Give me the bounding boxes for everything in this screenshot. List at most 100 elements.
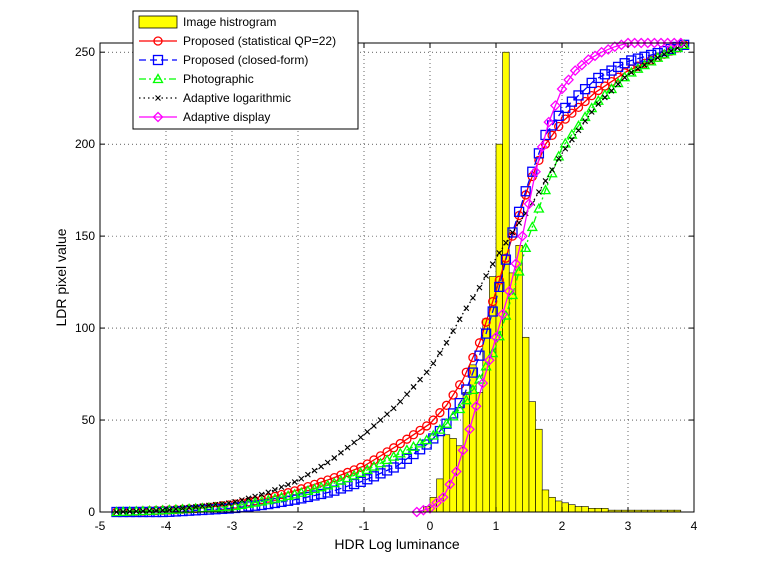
series-marker	[542, 178, 549, 184]
series-marker	[137, 505, 149, 516]
series-line	[116, 44, 685, 513]
histogram-bar	[561, 502, 569, 513]
series-marker	[461, 367, 471, 377]
y-tick-label: 50	[82, 413, 96, 427]
series-marker	[229, 500, 241, 511]
histogram-bar	[482, 318, 490, 513]
series-marker	[362, 459, 372, 469]
series-marker	[428, 415, 438, 425]
series-marker	[602, 94, 608, 101]
series-marker	[490, 331, 502, 343]
series-marker	[566, 96, 578, 107]
series-marker	[628, 69, 635, 76]
series-marker	[562, 145, 569, 152]
series-marker	[480, 328, 492, 339]
series-marker	[305, 471, 311, 478]
legend: Image histrogram Proposed (statistical QP…	[132, 10, 359, 130]
series-marker	[572, 119, 585, 130]
series-marker	[579, 84, 591, 95]
series-marker	[173, 506, 179, 512]
histogram-bar	[548, 496, 556, 513]
y-tick-label: 150	[75, 229, 95, 243]
series-marker	[555, 155, 562, 162]
x-tick-label: 0	[427, 519, 434, 533]
series-marker	[384, 411, 390, 418]
series-marker	[553, 150, 565, 161]
series-marker	[316, 477, 326, 487]
series-marker	[408, 430, 419, 440]
series-marker	[661, 51, 668, 58]
x-tick-label: -4	[161, 519, 172, 533]
series-marker	[424, 502, 436, 514]
series-marker	[503, 239, 509, 246]
series-marker	[140, 508, 146, 514]
series-marker	[377, 417, 384, 423]
series-marker	[371, 423, 377, 429]
plot-border	[99, 42, 695, 513]
series-marker	[447, 408, 459, 419]
series-marker	[460, 394, 472, 405]
y-tick-label: 100	[75, 321, 95, 335]
series-marker	[431, 497, 443, 509]
series-marker	[621, 74, 628, 81]
series-marker	[619, 58, 630, 69]
series-marker	[615, 81, 621, 88]
series-marker	[483, 354, 495, 366]
series-marker	[526, 221, 538, 232]
series-marker	[635, 65, 641, 72]
series-marker	[588, 109, 595, 115]
series-marker	[239, 497, 245, 503]
series-marker	[468, 352, 478, 363]
histogram-bar	[522, 336, 530, 513]
series-marker	[303, 481, 313, 492]
series-marker	[678, 39, 690, 49]
legend-box	[132, 10, 359, 130]
series-marker	[422, 421, 432, 431]
series-marker	[648, 58, 654, 65]
series-marker	[527, 166, 538, 177]
legend-label: Image histrogram	[183, 15, 276, 29]
series-marker	[434, 423, 446, 434]
series-marker	[675, 37, 687, 49]
series-marker	[488, 296, 498, 307]
legend-marker	[152, 73, 164, 84]
series-marker	[474, 350, 485, 361]
series-marker	[549, 167, 555, 173]
series-marker	[567, 108, 577, 118]
series-marker	[626, 55, 637, 66]
histogram-bar	[568, 504, 576, 513]
series-marker	[530, 166, 542, 178]
series-marker	[457, 444, 469, 456]
series-marker	[547, 130, 557, 140]
series-marker	[276, 489, 287, 500]
y-axis-label: LDR pixel value	[53, 228, 69, 326]
series-marker	[487, 347, 499, 358]
series-marker	[582, 118, 588, 125]
histogram-bar	[528, 401, 536, 513]
series-marker	[291, 479, 298, 485]
x-tick-label: 4	[691, 519, 698, 533]
series-marker	[272, 486, 278, 493]
series-marker	[404, 391, 410, 398]
axis-ticks: -5 -4 -3 -2 -1 0 1 2 3 4 0 50 100 150 200 250	[75, 43, 698, 533]
series-marker	[464, 423, 476, 435]
y-tick-label: 200	[75, 137, 95, 151]
series-marker	[245, 495, 252, 502]
series-marker	[315, 488, 327, 500]
series-marker	[668, 48, 674, 55]
series-marker	[536, 141, 548, 153]
series-marker	[344, 444, 351, 451]
series-marker	[397, 398, 404, 405]
series-marker	[434, 425, 446, 437]
series-marker	[212, 501, 219, 508]
series-marker	[563, 74, 575, 86]
series-marker	[477, 377, 489, 389]
series-marker	[560, 102, 571, 114]
series-marker	[540, 129, 551, 141]
histogram-bar	[515, 245, 523, 513]
histogram-bar	[535, 428, 543, 513]
series-marker	[489, 261, 496, 267]
series-marker	[368, 471, 380, 482]
series-marker	[593, 72, 604, 84]
x-tick-label: 2	[559, 519, 566, 533]
